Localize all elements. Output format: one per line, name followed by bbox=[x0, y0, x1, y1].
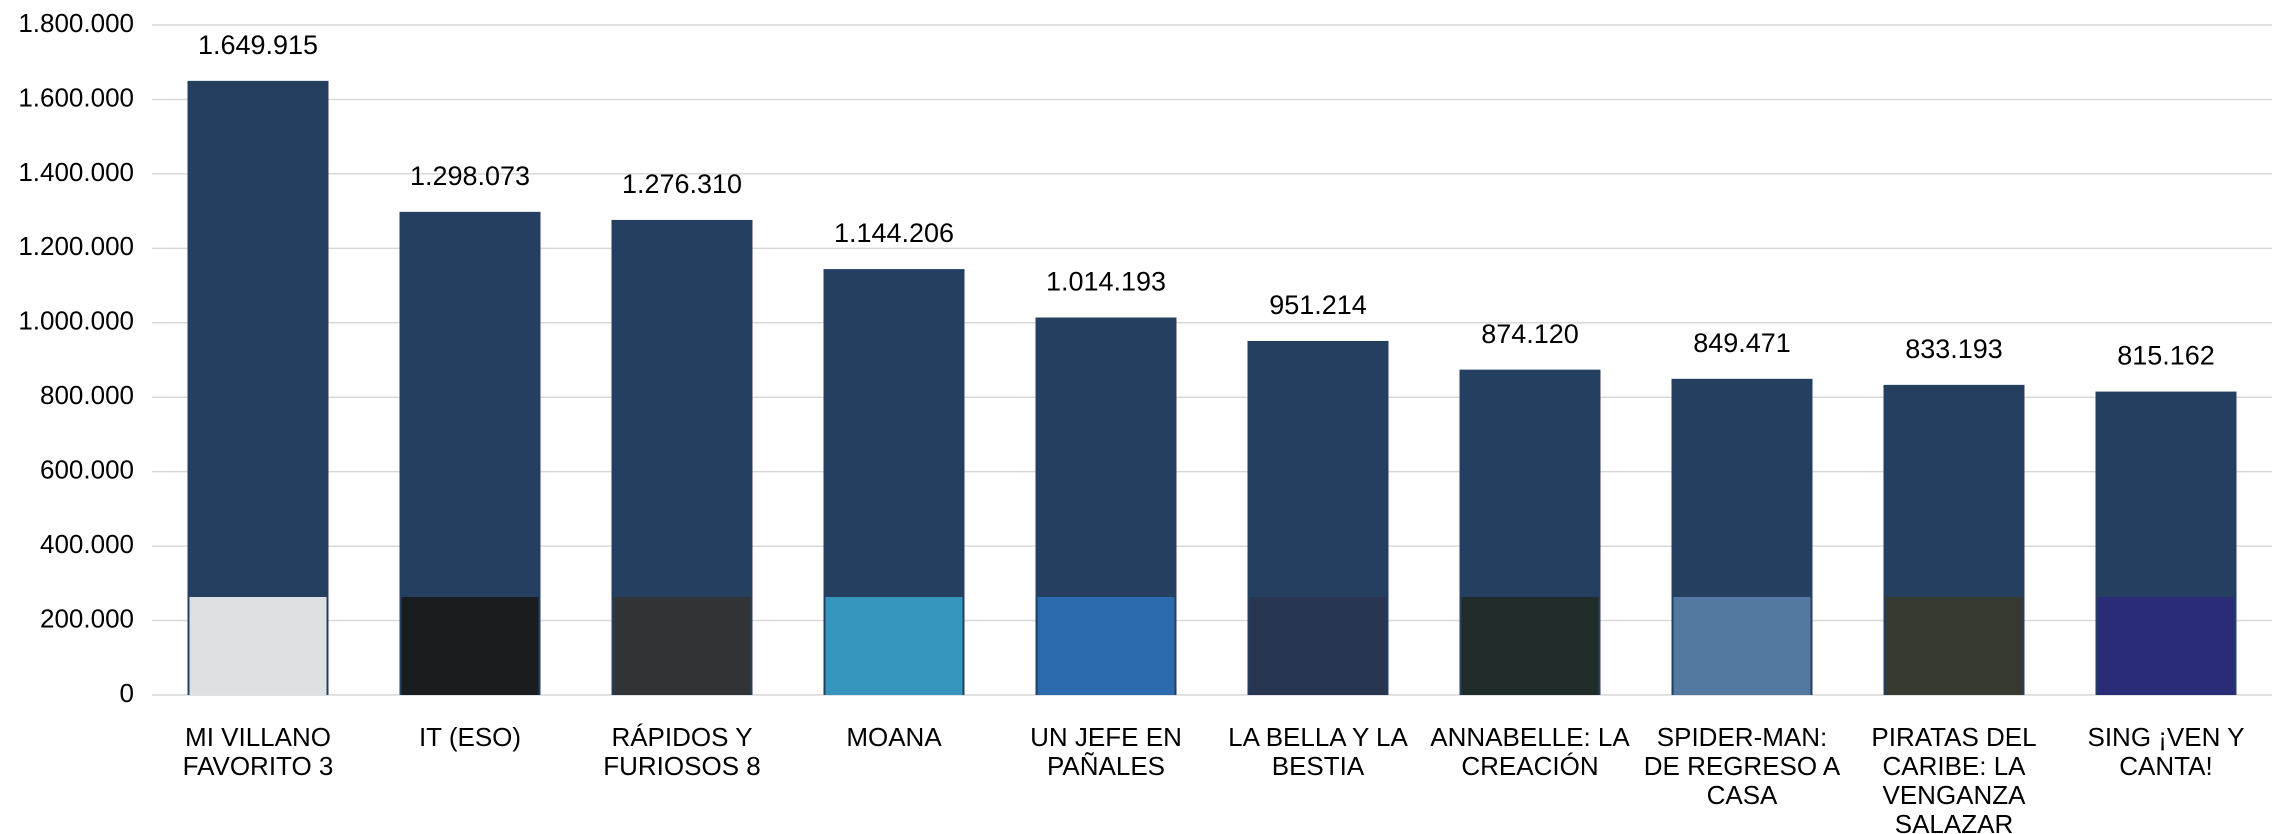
poster bbox=[401, 597, 539, 695]
y-tick-label: 1.400.000 bbox=[18, 157, 134, 187]
y-tick-label: 1.600.000 bbox=[18, 82, 134, 112]
y-tick-label: 800.000 bbox=[40, 380, 134, 410]
value-label: 1.144.206 bbox=[834, 218, 954, 248]
poster bbox=[1461, 597, 1599, 695]
value-label: 815.162 bbox=[2117, 341, 2215, 371]
value-label: 1.298.073 bbox=[410, 161, 530, 191]
value-label: 833.193 bbox=[1905, 334, 2003, 364]
x-tick-label: UN JEFE EN PAÑALES bbox=[1030, 722, 1182, 781]
poster bbox=[1885, 597, 2023, 695]
y-tick-label: 1.000.000 bbox=[18, 306, 134, 336]
y-tick-label: 600.000 bbox=[40, 455, 134, 485]
value-label: 874.120 bbox=[1481, 319, 1579, 349]
x-tick-label: MOANA bbox=[846, 722, 942, 752]
value-label: 951.214 bbox=[1269, 290, 1367, 320]
y-tick-label: 400.000 bbox=[40, 529, 134, 559]
x-tick-label: LA BELLA Y LA BESTIA bbox=[1228, 722, 1408, 781]
x-tick-label: ANNABELLE: LA CREACIÓN bbox=[1430, 722, 1630, 781]
x-tick-label: PIRATAS DEL CARIBE: LA VENGANZA SALAZAR bbox=[1871, 722, 2037, 834]
x-tick-label: MI VILLANO FAVORITO 3 bbox=[182, 722, 334, 781]
x-tick-label: SING ¡VEN Y CANTA! bbox=[2087, 722, 2245, 781]
value-label: 849.471 bbox=[1693, 328, 1791, 358]
poster bbox=[825, 597, 963, 695]
poster bbox=[2097, 597, 2235, 695]
value-label: 1.014.193 bbox=[1046, 267, 1166, 297]
x-tick-label: IT (ESO) bbox=[418, 722, 522, 752]
poster bbox=[189, 597, 327, 695]
poster bbox=[1673, 597, 1811, 695]
poster bbox=[613, 597, 751, 695]
bar bbox=[187, 80, 329, 695]
y-tick-label: 0 bbox=[120, 678, 134, 708]
value-label: 1.276.310 bbox=[622, 169, 742, 199]
poster bbox=[1249, 597, 1387, 695]
y-tick-label: 1.200.000 bbox=[18, 231, 134, 261]
y-tick-label: 1.800.000 bbox=[18, 8, 134, 38]
poster bbox=[1037, 597, 1175, 695]
value-label: 1.649.915 bbox=[198, 30, 318, 60]
x-tick-label: SPIDER-MAN: DE REGRESO A CASA bbox=[1643, 722, 1841, 810]
x-tick-label: RÁPIDOS Y FURIOSOS 8 bbox=[603, 722, 761, 781]
y-tick-label: 200.000 bbox=[40, 603, 134, 633]
